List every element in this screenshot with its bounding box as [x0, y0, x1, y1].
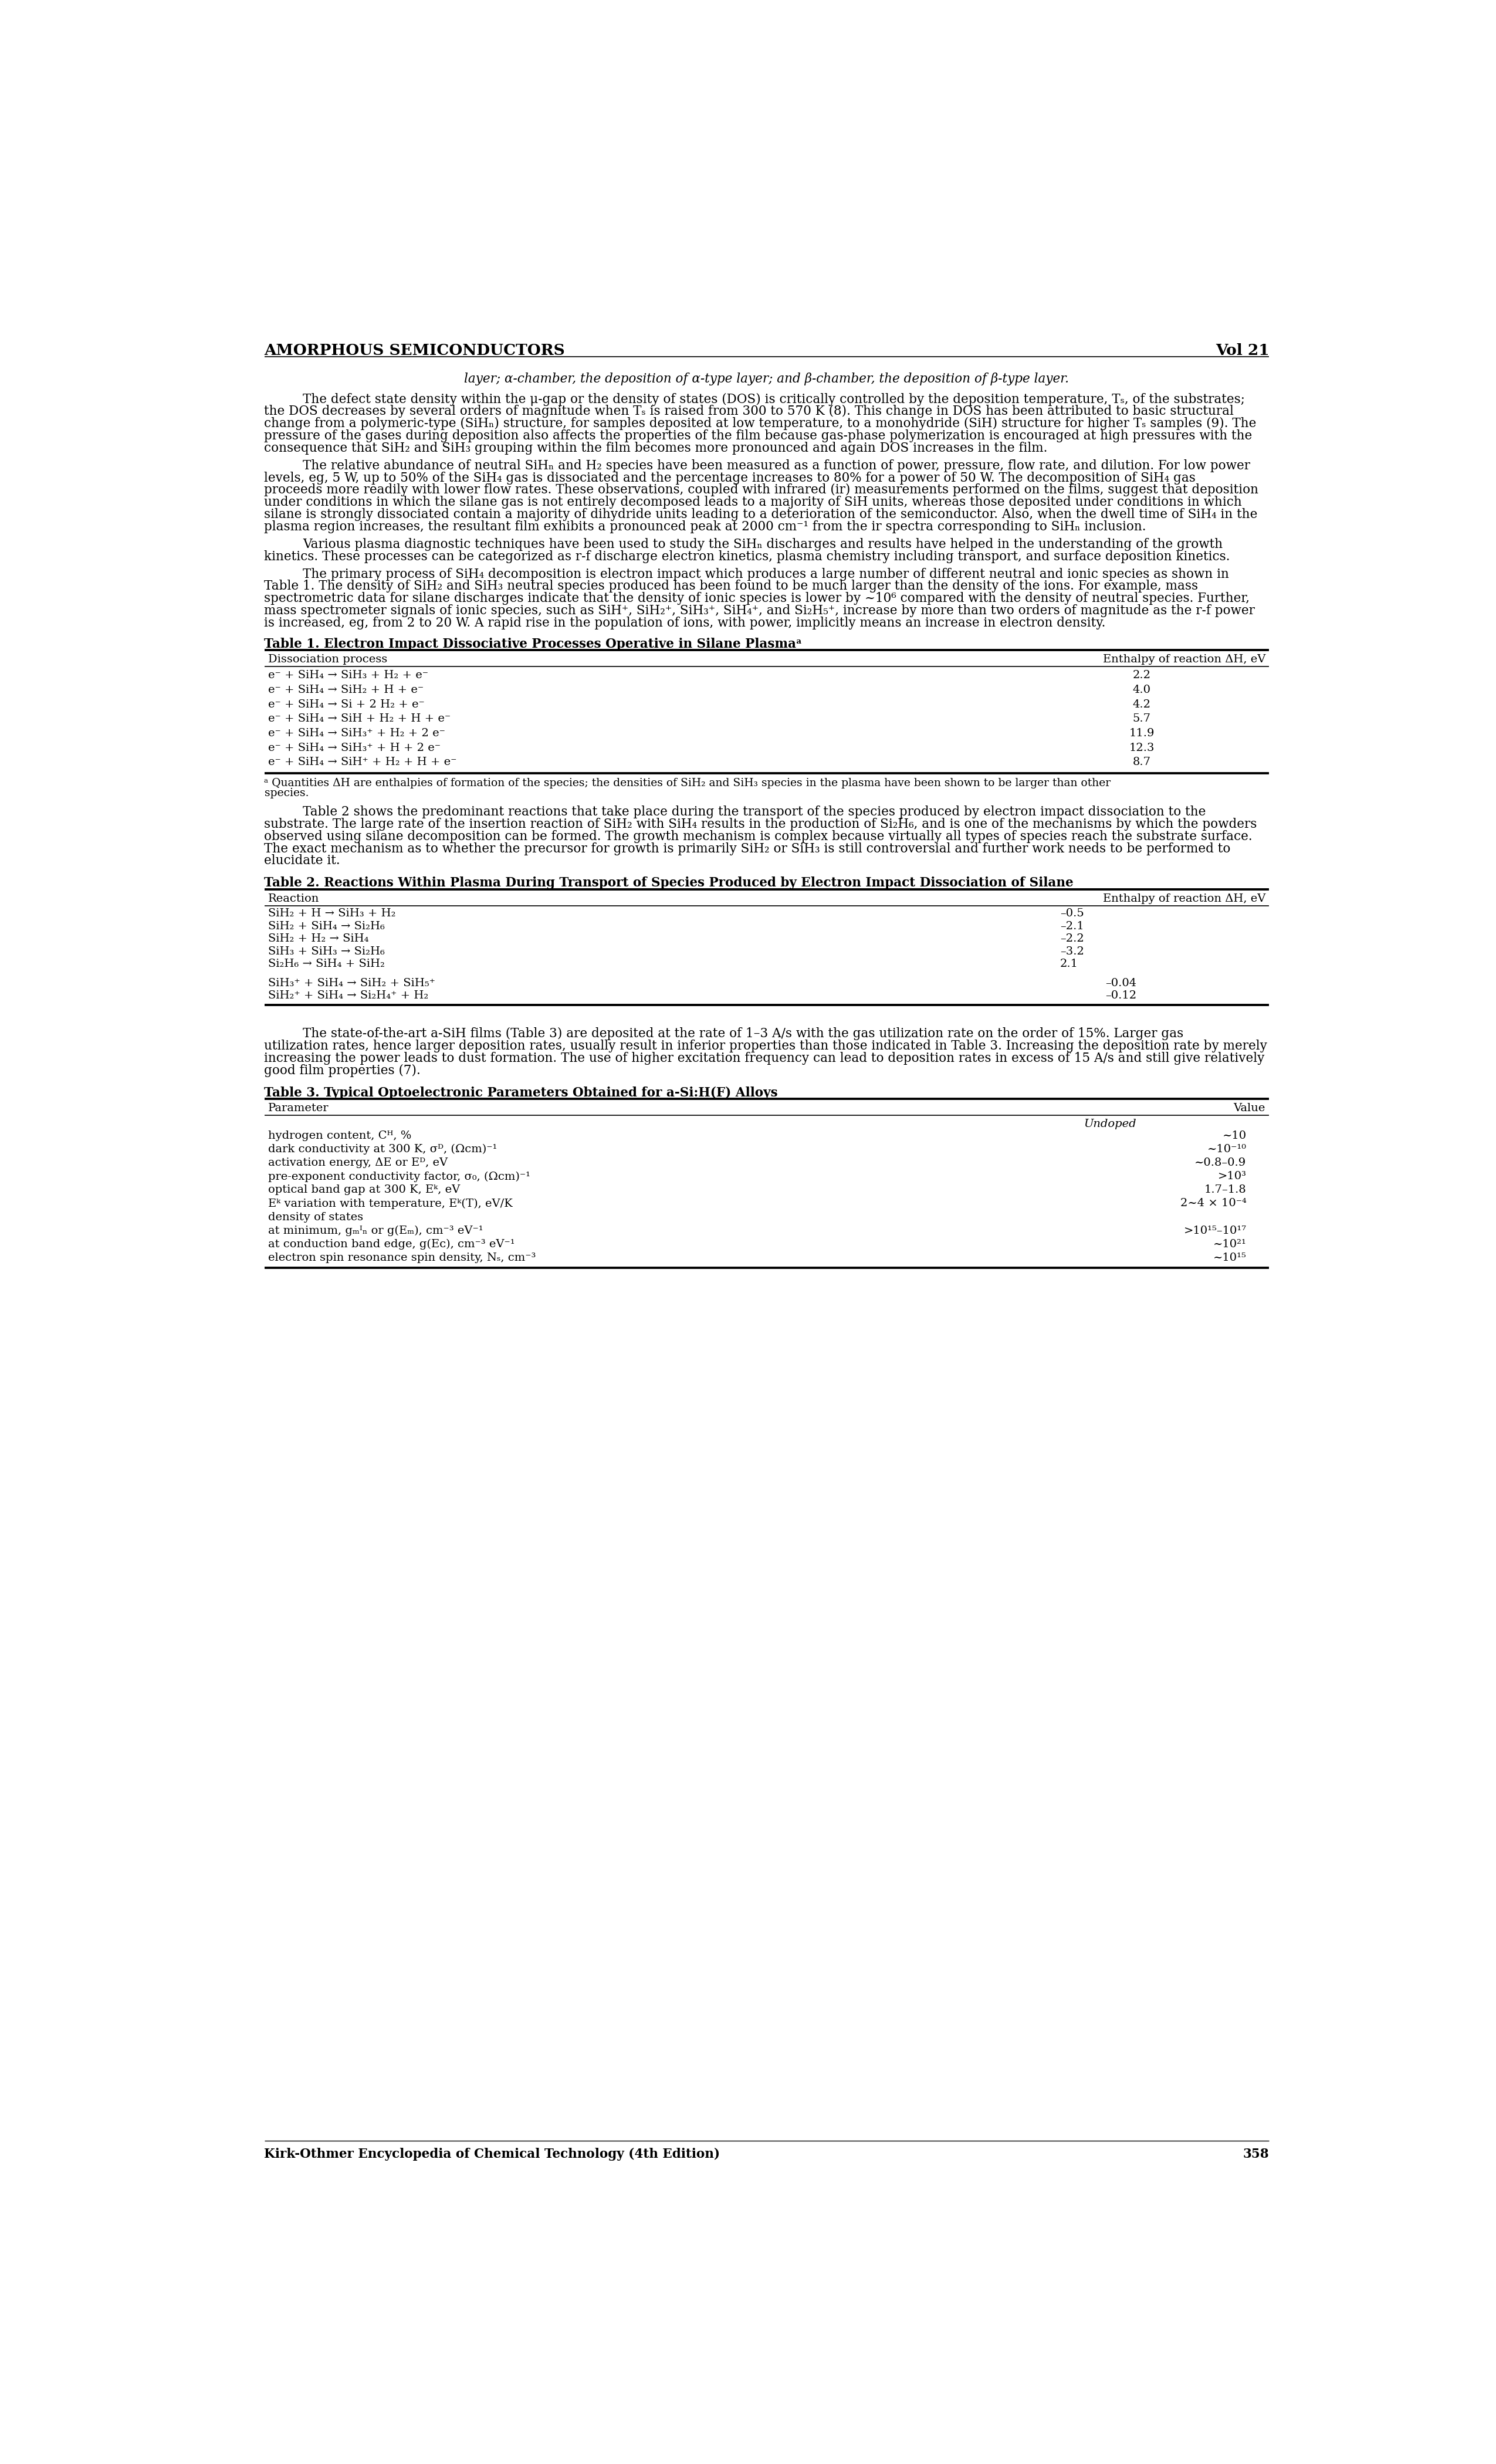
Text: density of states: density of states — [268, 1212, 364, 1222]
Text: e⁻ + SiH₄ → SiH₃⁺ + H₂ + 2 e⁻: e⁻ + SiH₄ → SiH₃⁺ + H₂ + 2 e⁻ — [268, 727, 444, 739]
Text: hydrogen content, Cᴴ, %: hydrogen content, Cᴴ, % — [268, 1131, 411, 1141]
Text: 1.7–1.8: 1.7–1.8 — [1204, 1185, 1246, 1195]
Text: species.: species. — [265, 788, 308, 798]
Text: levels, eg, 5 W, up to 50% of the SiH₄ gas is dissociated and the percentage inc: levels, eg, 5 W, up to 50% of the SiH₄ g… — [265, 471, 1195, 485]
Text: Enthalpy of reaction ΔH, eV: Enthalpy of reaction ΔH, eV — [1103, 655, 1266, 665]
Text: The primary process of SiH₄ decomposition is electron impact which produces a la: The primary process of SiH₄ decompositio… — [302, 567, 1230, 582]
Text: electron spin resonance spin density, Nₛ, cm⁻³: electron spin resonance spin density, Nₛ… — [268, 1252, 536, 1264]
Text: Kirk-Othmer Encyclopedia of Chemical Technology (4th Edition): Kirk-Othmer Encyclopedia of Chemical Tec… — [265, 2149, 720, 2161]
Text: 8.7: 8.7 — [1132, 756, 1150, 766]
Text: 4.0: 4.0 — [1132, 685, 1150, 695]
Text: The relative abundance of neutral SiHₙ and H₂ species have been measured as a fu: The relative abundance of neutral SiHₙ a… — [302, 458, 1251, 473]
Text: Table 2. Reactions Within Plasma During Transport of Species Produced by Electro: Table 2. Reactions Within Plasma During … — [265, 877, 1074, 890]
Text: 5.7: 5.7 — [1132, 715, 1150, 724]
Text: change from a polymeric-type (SiHₙ) structure, for samples deposited at low temp: change from a polymeric-type (SiHₙ) stru… — [265, 416, 1257, 431]
Text: 2.2: 2.2 — [1132, 670, 1150, 680]
Text: e⁻ + SiH₄ → SiH₃ + H₂ + e⁻: e⁻ + SiH₄ → SiH₃ + H₂ + e⁻ — [268, 670, 428, 680]
Text: –0.04: –0.04 — [1106, 978, 1137, 988]
Text: plasma region increases, the resultant film exhibits a pronounced peak at 2000 c: plasma region increases, the resultant f… — [265, 520, 1146, 532]
Text: Table 2 shows the predominant reactions that take place during the transport of : Table 2 shows the predominant reactions … — [302, 806, 1206, 818]
Text: layer; α-chamber, the deposition of α-type layer; and β-chamber, the deposition : layer; α-chamber, the deposition of α-ty… — [464, 372, 1070, 384]
Text: under conditions in which the silane gas is not entirely decomposed leads to a m: under conditions in which the silane gas… — [265, 495, 1242, 508]
Text: e⁻ + SiH₄ → SiH₂ + H + e⁻: e⁻ + SiH₄ → SiH₂ + H + e⁻ — [268, 685, 423, 695]
Text: –0.12: –0.12 — [1106, 991, 1137, 1000]
Text: 4.2: 4.2 — [1132, 700, 1150, 710]
Text: ~10²¹: ~10²¹ — [1213, 1239, 1246, 1249]
Text: consequence that SiH₂ and SiH₃ grouping within the film becomes more pronounced : consequence that SiH₂ and SiH₃ grouping … — [265, 441, 1047, 453]
Text: mass spectrometer signals of ionic species, such as SiH⁺, SiH₂⁺, SiH₃⁺, SiH₄⁺, a: mass spectrometer signals of ionic speci… — [265, 604, 1255, 616]
Text: ~10⁻¹⁰: ~10⁻¹⁰ — [1207, 1143, 1246, 1156]
Text: Undoped: Undoped — [1083, 1119, 1137, 1129]
Text: optical band gap at 300 K, Eᵏ, eV: optical band gap at 300 K, Eᵏ, eV — [268, 1185, 459, 1195]
Text: ~0.8–0.9: ~0.8–0.9 — [1195, 1158, 1246, 1168]
Text: SiH₂ + SiH₄ → Si₂H₆: SiH₂ + SiH₄ → Si₂H₆ — [268, 922, 384, 931]
Text: Various plasma diagnostic techniques have been used to study the SiHₙ discharges: Various plasma diagnostic techniques hav… — [302, 537, 1222, 552]
Text: pre-exponent conductivity factor, σ₀, (Ωcm)⁻¹: pre-exponent conductivity factor, σ₀, (Ω… — [268, 1170, 530, 1183]
Text: SiH₂ + H₂ → SiH₄: SiH₂ + H₂ → SiH₄ — [268, 934, 368, 944]
Text: activation energy, ΔE or Eᴰ, eV: activation energy, ΔE or Eᴰ, eV — [268, 1158, 447, 1168]
Text: e⁻ + SiH₄ → SiH⁺ + H₂ + H + e⁻: e⁻ + SiH₄ → SiH⁺ + H₂ + H + e⁻ — [268, 756, 456, 766]
Text: kinetics. These processes can be categorized as r-f discharge electron kinetics,: kinetics. These processes can be categor… — [265, 549, 1230, 562]
Text: SiH₃⁺ + SiH₄ → SiH₂ + SiH₅⁺: SiH₃⁺ + SiH₄ → SiH₂ + SiH₅⁺ — [268, 978, 435, 988]
Text: ~10¹⁵: ~10¹⁵ — [1213, 1252, 1246, 1264]
Text: –2.2: –2.2 — [1061, 934, 1085, 944]
Text: e⁻ + SiH₄ → SiH₃⁺ + H + 2 e⁻: e⁻ + SiH₄ → SiH₃⁺ + H + 2 e⁻ — [268, 742, 440, 754]
Text: The defect state density within the μ-gap or the density of states (DOS) is crit: The defect state density within the μ-ga… — [302, 392, 1245, 407]
Text: Table 1. The density of SiH₂ and SiH₃ neutral species produced has been found to: Table 1. The density of SiH₂ and SiH₃ ne… — [265, 579, 1198, 594]
Text: substrate. The large rate of the insertion reaction of SiH₂ with SiH₄ results in: substrate. The large rate of the inserti… — [265, 818, 1257, 830]
Text: Table 3. Typical Optoelectronic Parameters Obtained for a-Si:H(F) Alloys: Table 3. Typical Optoelectronic Paramete… — [265, 1087, 778, 1099]
Text: dark conductivity at 300 K, σᴰ, (Ωcm)⁻¹: dark conductivity at 300 K, σᴰ, (Ωcm)⁻¹ — [268, 1143, 497, 1156]
Text: >10¹⁵–10¹⁷: >10¹⁵–10¹⁷ — [1183, 1225, 1246, 1237]
Text: SiH₂⁺ + SiH₄ → Si₂H₄⁺ + H₂: SiH₂⁺ + SiH₄ → Si₂H₄⁺ + H₂ — [268, 991, 428, 1000]
Text: increasing the power leads to dust formation. The use of higher excitation frequ: increasing the power leads to dust forma… — [265, 1052, 1264, 1064]
Text: Table 1. Electron Impact Dissociative Processes Operative in Silane Plasmaᵃ: Table 1. Electron Impact Dissociative Pr… — [265, 638, 802, 650]
Text: at minimum, gₘᴵₙ or g(Eₘ), cm⁻³ eV⁻¹: at minimum, gₘᴵₙ or g(Eₘ), cm⁻³ eV⁻¹ — [268, 1225, 483, 1237]
Text: Si₂H₆ → SiH₄ + SiH₂: Si₂H₆ → SiH₄ + SiH₂ — [268, 958, 384, 968]
Text: e⁻ + SiH₄ → Si + 2 H₂ + e⁻: e⁻ + SiH₄ → Si + 2 H₂ + e⁻ — [268, 700, 425, 710]
Text: ᵃ Quantities ΔH are enthalpies of formation of the species; the densities of SiH: ᵃ Quantities ΔH are enthalpies of format… — [265, 779, 1112, 788]
Text: Vol 21: Vol 21 — [1215, 342, 1269, 357]
Text: silane is strongly dissociated contain a majority of dihydride units leading to : silane is strongly dissociated contain a… — [265, 508, 1258, 520]
Text: the DOS decreases by several orders of magnitude when Tₛ is raised from 300 to 5: the DOS decreases by several orders of m… — [265, 404, 1234, 419]
Text: Eᵏ variation with temperature, Eᵏ(T), eV/K: Eᵏ variation with temperature, Eᵏ(T), eV… — [268, 1198, 513, 1210]
Text: 11.9: 11.9 — [1129, 727, 1155, 739]
Text: is increased, eg, from 2 to 20 W. A rapid rise in the population of ions, with p: is increased, eg, from 2 to 20 W. A rapi… — [265, 616, 1106, 628]
Text: Reaction: Reaction — [268, 894, 319, 904]
Text: 12.3: 12.3 — [1129, 742, 1155, 754]
Text: proceeds more readily with lower flow rates. These observations, coupled with in: proceeds more readily with lower flow ra… — [265, 483, 1258, 498]
Text: The state-of-the-art a-SiH films (Table 3) are deposited at the rate of 1–3 A/s : The state-of-the-art a-SiH films (Table … — [302, 1027, 1183, 1040]
Text: SiH₂ + H → SiH₃ + H₂: SiH₂ + H → SiH₃ + H₂ — [268, 909, 395, 919]
Text: spectrometric data for silane discharges indicate that the density of ionic spec: spectrometric data for silane discharges… — [265, 591, 1249, 606]
Text: at conduction band edge, g(Eᴄ), cm⁻³ eV⁻¹: at conduction band edge, g(Eᴄ), cm⁻³ eV⁻… — [268, 1239, 515, 1249]
Text: good film properties (7).: good film properties (7). — [265, 1064, 420, 1077]
Text: 358: 358 — [1243, 2149, 1269, 2161]
Text: AMORPHOUS SEMICONDUCTORS: AMORPHOUS SEMICONDUCTORS — [265, 342, 565, 357]
Text: >10³: >10³ — [1218, 1170, 1246, 1183]
Text: 2~4 × 10⁻⁴: 2~4 × 10⁻⁴ — [1180, 1198, 1246, 1210]
Text: Parameter: Parameter — [268, 1104, 329, 1114]
Text: Value: Value — [1234, 1104, 1266, 1114]
Text: –0.5: –0.5 — [1061, 909, 1085, 919]
Text: e⁻ + SiH₄ → SiH + H₂ + H + e⁻: e⁻ + SiH₄ → SiH + H₂ + H + e⁻ — [268, 715, 450, 724]
Text: elucidate it.: elucidate it. — [265, 855, 340, 867]
Text: The exact mechanism as to whether the precursor for growth is primarily SiH₂ or : The exact mechanism as to whether the pr… — [265, 843, 1231, 855]
Text: SiH₃ + SiH₃ → Si₂H₆: SiH₃ + SiH₃ → Si₂H₆ — [268, 946, 384, 956]
Text: pressure of the gases during deposition also affects the properties of the film : pressure of the gases during deposition … — [265, 429, 1252, 444]
Text: Dissociation process: Dissociation process — [268, 655, 387, 665]
Text: ~10: ~10 — [1222, 1131, 1246, 1141]
Text: 2.1: 2.1 — [1061, 958, 1079, 968]
Text: Enthalpy of reaction ΔH, eV: Enthalpy of reaction ΔH, eV — [1103, 894, 1266, 904]
Text: –2.1: –2.1 — [1061, 922, 1085, 931]
Text: observed using silane decomposition can be formed. The growth mechanism is compl: observed using silane decomposition can … — [265, 830, 1252, 843]
Text: –3.2: –3.2 — [1061, 946, 1085, 956]
Text: utilization rates, hence larger deposition rates, usually result in inferior pro: utilization rates, hence larger depositi… — [265, 1040, 1267, 1052]
